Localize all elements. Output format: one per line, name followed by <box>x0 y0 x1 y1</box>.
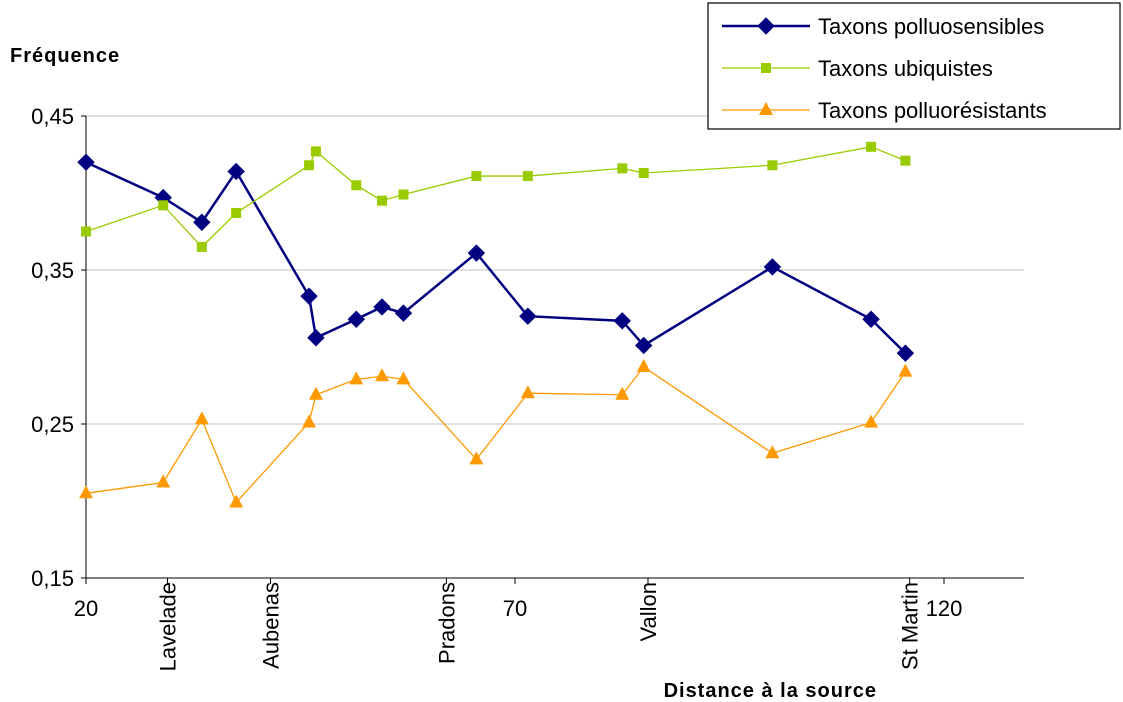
legend-marker <box>757 17 775 35</box>
data-point <box>156 474 171 488</box>
data-point <box>193 213 211 231</box>
data-point <box>638 167 649 178</box>
data-point <box>862 310 880 328</box>
x-tick-label: St Martin <box>898 582 923 670</box>
x-tick-label: 120 <box>926 596 963 621</box>
data-point <box>304 160 315 171</box>
data-point <box>81 226 91 237</box>
data-point <box>471 171 482 182</box>
data-point <box>377 195 388 206</box>
y-tick-label: 0,25 <box>31 412 74 437</box>
y-tick-labels: 0,15 0,25 0,35 0,45 <box>31 104 74 591</box>
data-point <box>308 386 323 400</box>
series-3 <box>79 359 913 508</box>
x-tick-label: 70 <box>503 596 527 621</box>
data-point <box>196 241 207 252</box>
x-tick-label: Lavelade <box>156 582 181 671</box>
legend-marker <box>759 102 773 115</box>
data-point <box>300 287 318 305</box>
data-point <box>896 344 915 362</box>
data-point <box>864 414 879 428</box>
y-tick-label: 0,35 <box>31 258 74 283</box>
x-tick-label: 20 <box>74 596 98 621</box>
data-point <box>866 141 877 152</box>
data-point <box>79 485 93 499</box>
data-point <box>900 155 911 166</box>
y-axis-title: Fréquence <box>10 45 120 67</box>
series-2 <box>81 141 911 252</box>
data-point <box>158 200 169 211</box>
series-line <box>85 161 907 355</box>
data-point <box>765 445 780 459</box>
data-point <box>351 180 362 191</box>
data-point <box>634 336 653 355</box>
x-tick-label: Aubenas <box>258 582 283 669</box>
legend-item: Taxons ubiquistes <box>722 56 993 81</box>
data-point <box>636 359 651 373</box>
gridlines <box>86 115 1024 425</box>
data-point <box>898 363 913 377</box>
legend: Taxons polluosensibles Taxons ubiquistes T… <box>707 2 1121 130</box>
series-line <box>85 146 906 248</box>
data-point <box>469 451 484 465</box>
data-point <box>77 153 95 171</box>
data-point <box>394 304 413 322</box>
data-point <box>767 160 778 171</box>
x-tick-label: Vallon <box>636 582 661 642</box>
data-point <box>520 385 535 399</box>
data-point <box>467 244 486 262</box>
data-point <box>310 146 321 157</box>
data-point <box>194 411 209 425</box>
axes <box>81 115 1024 584</box>
data-point <box>307 329 325 347</box>
x-axis-title: Distance à la source <box>664 680 877 702</box>
legend-item: Taxons polluosensibles <box>722 14 1044 39</box>
data-point <box>396 371 411 385</box>
data-point <box>302 414 317 428</box>
legend-box <box>707 2 1121 130</box>
data-point <box>522 171 533 182</box>
data-point <box>231 208 242 219</box>
data-point <box>617 163 628 174</box>
x-tick-label: Pradons <box>434 582 459 664</box>
legend-item: Taxons polluorésistants <box>722 98 1047 123</box>
series-line <box>85 366 906 504</box>
data-point <box>349 371 364 385</box>
data-point <box>398 189 409 200</box>
series-1 <box>77 153 915 362</box>
data-point <box>519 307 537 325</box>
data-point <box>375 368 390 382</box>
x-tick-labels: 20 70 120 Lavelade Aubenas Pradons Vallon St Ma… <box>74 582 963 671</box>
data-point <box>227 162 245 181</box>
legend-marker <box>761 63 771 73</box>
data-point <box>347 310 365 328</box>
data-point <box>373 298 391 316</box>
legend-label: Taxons polluosensibles <box>818 14 1044 39</box>
legend-label: Taxons polluorésistants <box>818 98 1047 123</box>
data-point <box>229 494 244 508</box>
data-point <box>613 312 631 330</box>
data-point <box>763 258 782 276</box>
y-tick-label: 0,45 <box>31 104 74 129</box>
legend-label: Taxons ubiquistes <box>818 56 993 81</box>
y-tick-label: 0,15 <box>31 566 74 591</box>
data-point <box>615 386 630 400</box>
series-lines <box>77 141 915 508</box>
